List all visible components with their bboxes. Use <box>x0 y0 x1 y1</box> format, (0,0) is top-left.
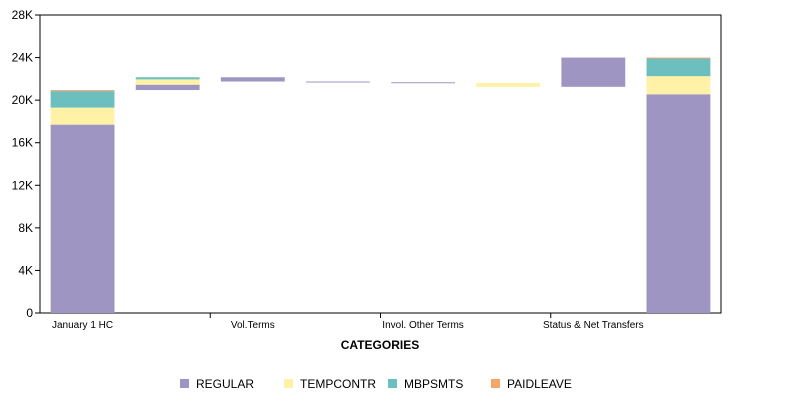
legend-swatch <box>180 379 189 388</box>
y-tick-label: 16K <box>12 136 33 150</box>
legend-item-paidleave: PAIDLEAVE <box>491 377 572 391</box>
bar-segment-mbpsmts <box>50 91 115 108</box>
y-tick-label: 4K <box>18 263 33 277</box>
x-tick-label: Vol.Terms <box>231 320 275 331</box>
bar-segment-regular <box>391 82 455 84</box>
legend-label: MBPSMTS <box>404 377 463 391</box>
x-tick-label: Invol. Other Terms <box>382 320 464 331</box>
legend-swatch <box>388 379 397 388</box>
bar-4 <box>306 81 370 83</box>
bar-segment-mbpsmts <box>135 77 200 80</box>
y-tick-label: 12K <box>12 178 33 192</box>
y-tick-label: 0 <box>26 306 33 320</box>
y-tick-label: 28K <box>12 8 33 22</box>
bar-segment-tempcontr <box>50 107 115 125</box>
bar-7 <box>561 57 626 87</box>
bar-segment-paidleave <box>50 90 115 92</box>
legend-label: TEMPCONTR <box>300 377 376 391</box>
y-tick-label: 24K <box>12 51 33 65</box>
bar-segment-tempcontr <box>135 79 200 85</box>
bar-segment-mbpsmts <box>646 58 711 77</box>
bar-segment-regular <box>306 81 370 83</box>
bar-6 <box>476 82 541 87</box>
legend-item-tempcontr: TEMPCONTR <box>284 377 376 391</box>
bar-segment-tempcontr <box>476 82 541 87</box>
bar-segment-regular <box>50 124 115 313</box>
y-tick-label: 20K <box>12 93 33 107</box>
legend-item-regular: REGULAR <box>180 377 254 391</box>
x-tick-label: Status & Net Transfers <box>543 320 644 331</box>
bar-segment-regular <box>561 57 626 87</box>
bar-segment-paidleave <box>646 57 711 59</box>
x-tick-label: January 1 HC <box>52 320 113 331</box>
legend-label: PAIDLEAVE <box>507 377 572 391</box>
legend-swatch <box>491 379 500 388</box>
bar-segment-regular <box>646 94 711 314</box>
bar-2 <box>135 77 200 91</box>
bar-3 <box>220 77 285 82</box>
bar-1 <box>50 90 115 313</box>
legend-swatch <box>284 379 293 388</box>
legend-label: REGULAR <box>196 377 254 391</box>
y-tick-label: 8K <box>18 221 33 235</box>
bar-segment-tempcontr <box>646 76 711 95</box>
legend-item-mbpsmts: MBPSMTS <box>388 377 463 391</box>
bar-5 <box>391 82 455 84</box>
legend: REGULAR TEMPCONTR MBPSMTS PAIDLEAVE <box>180 377 572 391</box>
bar-8 <box>646 57 711 314</box>
bar-segment-regular <box>135 84 200 91</box>
bar-segment-regular <box>220 77 285 82</box>
x-axis: January 1 HC Vol.Terms Invol. Other Terms S… <box>52 313 644 331</box>
x-axis-title: CATEGORIES <box>341 338 419 352</box>
y-axis: 0 4K 8K 12K 16K 20K 24K 28K <box>12 8 40 320</box>
bars <box>50 57 711 314</box>
